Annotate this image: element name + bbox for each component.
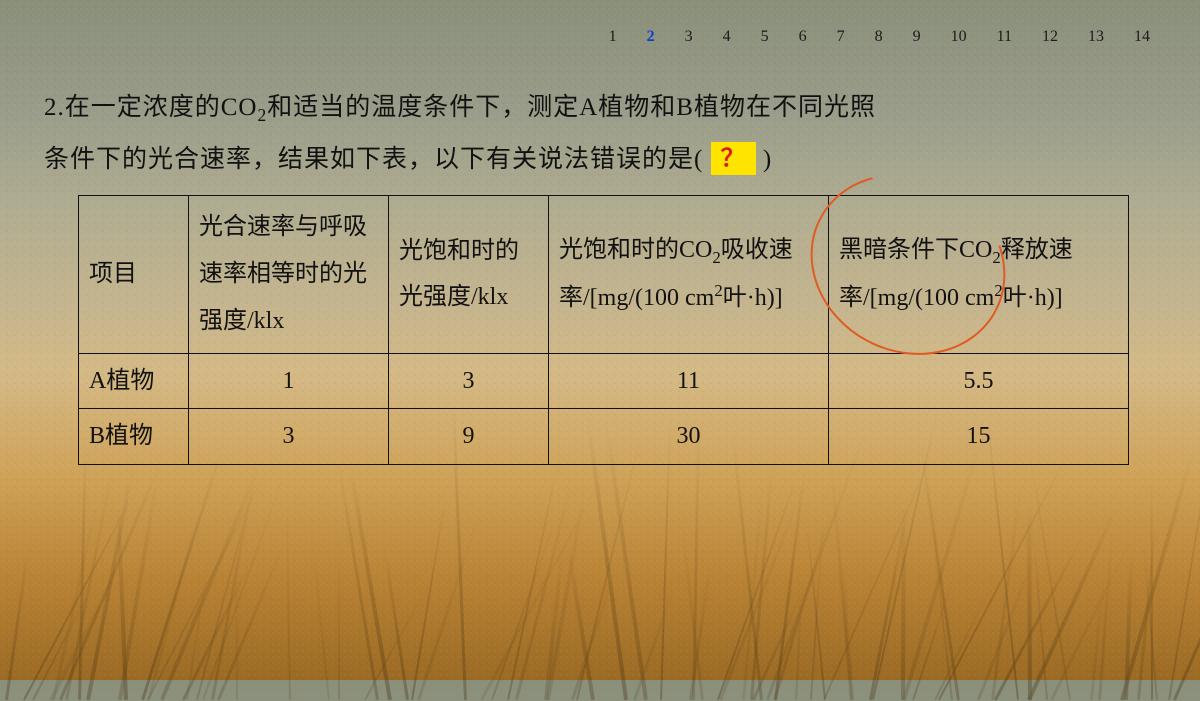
cell: 3 <box>389 353 549 409</box>
cell: 3 <box>189 409 389 465</box>
page-nav-item[interactable]: 11 <box>997 28 1012 46</box>
page-nav-item[interactable]: 3 <box>685 28 693 46</box>
cell: 1 <box>189 353 389 409</box>
cell: 9 <box>389 409 549 465</box>
row-label: A植物 <box>79 353 189 409</box>
slide-content: 2.在一定浓度的CO2和适当的温度条件下，测定A植物和B植物在不同光照 条件下的… <box>44 82 1156 465</box>
table-row: A植物13115.5 <box>79 353 1129 409</box>
page-nav-item[interactable]: 12 <box>1042 28 1058 46</box>
th-project: 项目 <box>79 196 189 353</box>
th-co2-release: 黑暗条件下CO2释放速率/[mg/(100 cm2叶·h)] <box>829 196 1129 353</box>
question-text: 2.在一定浓度的CO2和适当的温度条件下，测定A植物和B植物在不同光照 条件下的… <box>44 82 1156 185</box>
page-nav-item[interactable]: 4 <box>723 28 731 46</box>
page-nav-item[interactable]: 13 <box>1088 28 1104 46</box>
cell: 5.5 <box>829 353 1129 409</box>
page-nav-item[interactable]: 10 <box>951 28 967 46</box>
q-line1-sub: 2 <box>257 105 267 125</box>
page-nav-item[interactable]: 7 <box>837 28 845 46</box>
page-nav-item[interactable]: 6 <box>799 28 807 46</box>
page-nav-item[interactable]: 5 <box>761 28 769 46</box>
page-nav-item[interactable]: 1 <box>609 28 617 46</box>
answer-blank: ？ <box>711 142 756 176</box>
q-line1-pre: 在一定浓度的CO <box>65 94 258 121</box>
table-row: B植物393015 <box>79 409 1129 465</box>
data-table: 项目 光合速率与呼吸速率相等时的光强度/klx 光饱和时的光强度/klx 光饱和… <box>78 195 1129 465</box>
table-header-row: 项目 光合速率与呼吸速率相等时的光强度/klx 光饱和时的光强度/klx 光饱和… <box>79 196 1129 353</box>
th-equal-intensity: 光合速率与呼吸速率相等时的光强度/klx <box>189 196 389 353</box>
cell: 11 <box>549 353 829 409</box>
q-line1-post: 和适当的温度条件下，测定A植物和B植物在不同光照 <box>267 94 876 121</box>
cell: 15 <box>829 409 1129 465</box>
q-line2-post: ) <box>763 146 772 173</box>
row-label: B植物 <box>79 409 189 465</box>
th-co2-absorption: 光饱和时的CO2吸收速率/[mg/(100 cm2叶·h)] <box>549 196 829 353</box>
question-number: 2. <box>44 94 65 121</box>
page-nav-item[interactable]: 14 <box>1134 28 1150 46</box>
page-nav-item[interactable]: 8 <box>875 28 883 46</box>
q-line2-pre: 条件下的光合速率，结果如下表，以下有关说法错误的是( <box>44 146 703 173</box>
page-nav-item[interactable]: 2 <box>647 28 655 46</box>
data-table-wrap: 项目 光合速率与呼吸速率相等时的光强度/klx 光饱和时的光强度/klx 光饱和… <box>78 195 1128 465</box>
page-nav-item[interactable]: 9 <box>913 28 921 46</box>
th-saturation-intensity: 光饱和时的光强度/klx <box>389 196 549 353</box>
cell: 30 <box>549 409 829 465</box>
page-navigation: 1234567891011121314 <box>609 28 1150 46</box>
